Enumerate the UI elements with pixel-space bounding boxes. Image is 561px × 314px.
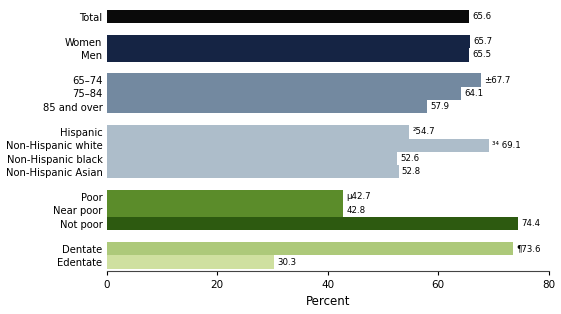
Bar — [107, 10, 469, 23]
Text: 57.9: 57.9 — [430, 102, 449, 111]
Text: ±67.7: ±67.7 — [484, 76, 511, 84]
Text: 30.3: 30.3 — [278, 257, 297, 267]
Bar — [107, 35, 470, 48]
Text: 52.8: 52.8 — [402, 167, 421, 176]
Text: 74.4: 74.4 — [521, 219, 540, 228]
Text: 65.7: 65.7 — [473, 37, 492, 46]
Bar — [107, 152, 397, 165]
Bar — [107, 87, 461, 100]
Text: ¶73.6: ¶73.6 — [517, 244, 541, 253]
Text: 52.6: 52.6 — [401, 154, 420, 163]
Text: 42.8: 42.8 — [347, 206, 366, 215]
Text: ³⁴ 69.1: ³⁴ 69.1 — [492, 141, 521, 150]
Bar — [107, 203, 343, 217]
Bar — [107, 255, 274, 269]
Bar — [107, 138, 489, 152]
Bar — [107, 48, 469, 62]
Bar — [107, 100, 427, 113]
Text: ²54.7: ²54.7 — [412, 127, 435, 136]
Bar — [107, 125, 409, 138]
Bar — [107, 242, 513, 255]
Text: 64.1: 64.1 — [465, 89, 484, 98]
Bar — [107, 190, 343, 203]
X-axis label: Percent: Percent — [306, 295, 350, 308]
Text: µ42.7: µ42.7 — [346, 192, 371, 202]
Bar — [107, 73, 481, 87]
Text: 65.6: 65.6 — [472, 12, 491, 21]
Bar — [107, 165, 398, 178]
Text: 65.5: 65.5 — [472, 51, 491, 59]
Bar — [107, 217, 518, 230]
